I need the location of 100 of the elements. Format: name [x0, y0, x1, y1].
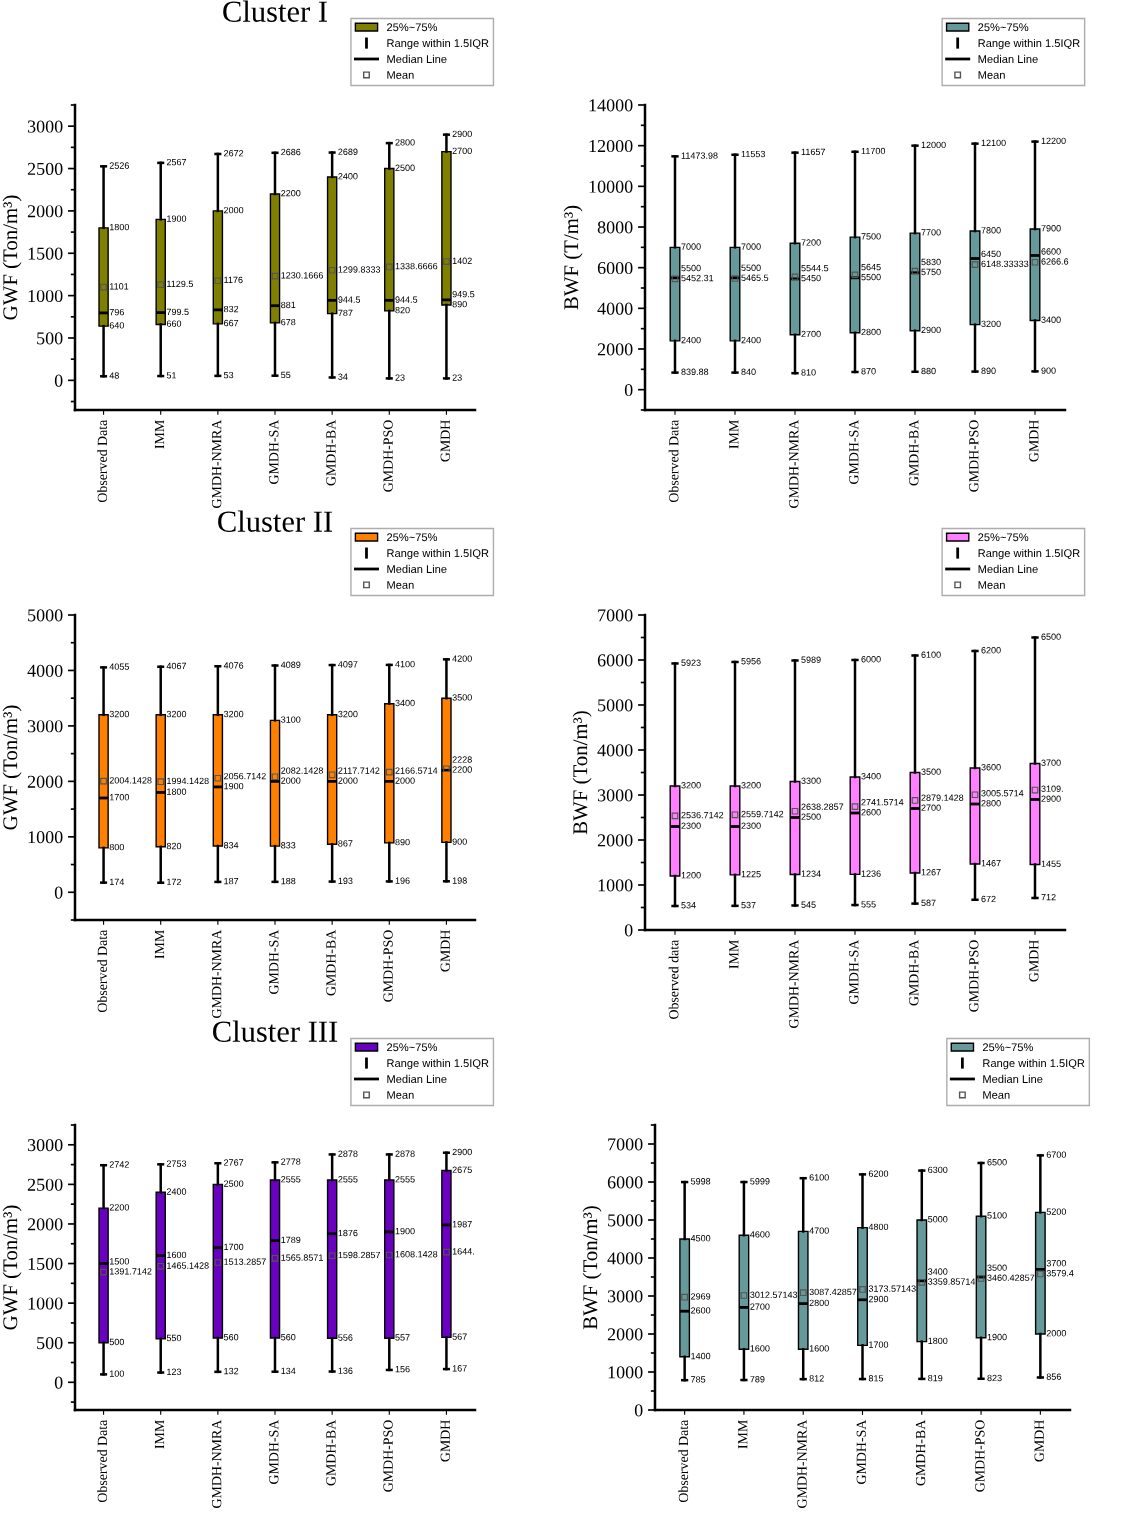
- annotation: 944.5: [338, 296, 361, 303]
- annotation: 2600: [861, 809, 881, 816]
- annotation: 2536.7142: [681, 811, 724, 819]
- annotation: 11700: [861, 147, 886, 155]
- annotation: 1608.1428: [395, 1251, 438, 1258]
- text: Range within 1.5IQR: [387, 38, 489, 50]
- annotation: 5452.31: [681, 274, 714, 282]
- x-tick-label: GMDH: [440, 930, 450, 972]
- annotation: 1391.7142: [109, 1268, 152, 1275]
- annotation: 2117.7142: [338, 767, 380, 774]
- annotation: 4700: [809, 1227, 829, 1234]
- annotation: 560: [281, 1333, 296, 1341]
- annotation: 3100: [281, 716, 301, 723]
- annotation: 7800: [981, 227, 1001, 234]
- annotation: 3200: [741, 782, 761, 789]
- x-tick-label: GMDH-PSO: [383, 930, 393, 1002]
- annotation: 1129.5: [167, 280, 193, 288]
- x-tick-label: GMDH-PSO: [383, 1420, 393, 1492]
- annotation: 3600: [981, 764, 1001, 771]
- annotation: 11473.98: [681, 152, 718, 159]
- annotation: 560: [223, 1333, 239, 1341]
- annotation: 4089: [280, 661, 301, 668]
- annotation: 1900: [395, 1227, 415, 1235]
- annotation: 2000: [224, 206, 244, 214]
- annotation: 2900: [452, 1148, 472, 1156]
- annotation: 1465.1428: [167, 1262, 209, 1269]
- annotation: 1600: [809, 1345, 829, 1352]
- annotation: 4067: [166, 662, 187, 670]
- annotation: 2228: [452, 756, 472, 763]
- annotation: 196: [395, 877, 410, 884]
- annotation: 789: [750, 1376, 765, 1383]
- annotation: 3200: [223, 710, 244, 718]
- annotation: 3400: [928, 1268, 948, 1275]
- y-tick-label: 5000: [608, 1214, 643, 1227]
- annotation: 2200: [452, 766, 472, 773]
- annotation: 11553: [741, 150, 766, 158]
- annotation: 3359.85714: [928, 1278, 976, 1285]
- annotation: 6100: [809, 1174, 829, 1181]
- annotation: 1176: [224, 276, 243, 284]
- text: Median Line: [387, 564, 447, 573]
- annotation: 3579.4: [1046, 1270, 1074, 1277]
- annotation: 100: [109, 1370, 124, 1377]
- annotation: 12100: [981, 139, 1006, 147]
- annotation: 2004.1428: [109, 777, 152, 784]
- y-tick-label: 8000: [597, 221, 633, 234]
- annotation: 2878: [338, 1150, 358, 1157]
- annotation: 2526: [109, 162, 129, 169]
- y-tick-label: 10000: [589, 180, 633, 193]
- x-tick-label: GMDH-SA: [269, 419, 279, 484]
- annotation: 34: [338, 373, 348, 380]
- x-tick-label: GMDH-NMRA: [797, 1419, 807, 1508]
- annotation: 2969: [691, 1293, 711, 1300]
- annotation: 2555: [338, 1176, 358, 1183]
- annotation: 3173.57143: [868, 1285, 916, 1292]
- text: Range within 1.5IQR: [387, 548, 489, 560]
- y-tick-label: 7000: [608, 1138, 643, 1151]
- y-tick-label: 500: [37, 1336, 63, 1350]
- x-tick-label: GMDH: [1034, 1420, 1044, 1462]
- annotation: 2300: [681, 822, 701, 829]
- x-tick-label: GMDH-BA: [326, 929, 336, 996]
- x-tick-label: GMDH-NMRA: [212, 419, 222, 508]
- annotation: 1800: [109, 223, 130, 231]
- annotation: 134: [281, 1367, 296, 1375]
- x-tick-label: IMM: [729, 420, 739, 449]
- annotation: 6700: [1046, 1151, 1067, 1158]
- y-tick-label: 6000: [597, 261, 633, 275]
- y-axis-title: BWF (T/m³): [563, 205, 583, 310]
- annotation: 799.5: [166, 308, 189, 316]
- y-tick-label: 1000: [28, 1297, 63, 1310]
- y-tick-label: 1000: [28, 831, 63, 844]
- annotation: 900: [1041, 367, 1056, 374]
- annotation: 187: [224, 877, 239, 885]
- annotation: 51: [166, 372, 177, 379]
- annotation: 4200: [452, 655, 472, 662]
- y-axis-title: GWF (Ton/m³): [2, 195, 22, 320]
- annotation: 1565.8571: [281, 1254, 323, 1261]
- x-tick-label: IMM: [154, 420, 165, 449]
- y-tick-label: 5000: [28, 609, 63, 622]
- annotation: 5544.5: [801, 264, 829, 272]
- y-tick-label: 6000: [607, 1176, 643, 1189]
- chart-title: Cluster I: [223, 0, 327, 22]
- annotation: 534: [681, 902, 696, 909]
- y-tick-label: 2000: [27, 1218, 63, 1231]
- annotation: 880: [921, 367, 936, 375]
- annotation: 3500: [987, 1264, 1007, 1271]
- y-tick-label: 1000: [608, 1366, 643, 1379]
- annotation: 1800: [928, 1337, 948, 1345]
- y-tick-label: 0: [624, 924, 633, 937]
- y-tick-label: 1000: [28, 289, 63, 303]
- text: Mean: [387, 581, 414, 589]
- y-tick-label: 2000: [597, 834, 633, 847]
- annotation: 839.88: [681, 368, 709, 376]
- annotation: 2555: [395, 1176, 415, 1183]
- annotation: 132: [224, 1367, 239, 1375]
- annotation: 1225: [741, 870, 761, 878]
- y-tick-label: 2500: [27, 1178, 63, 1191]
- annotation: 2686: [281, 148, 301, 156]
- x-tick-label: GMDH-BA: [915, 1419, 926, 1486]
- y-tick-label: 3000: [27, 120, 63, 133]
- annotation: 545: [801, 901, 816, 908]
